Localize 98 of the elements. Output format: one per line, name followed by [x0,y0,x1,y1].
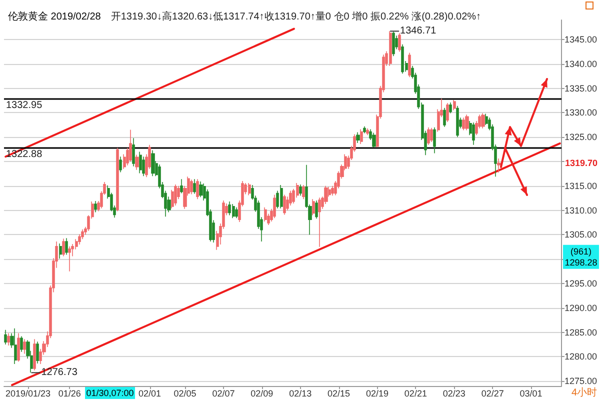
candlestick [318,197,321,248]
candlestick [398,32,401,52]
candlestick [372,132,376,148]
x-tick-label: 03/01 [520,388,542,398]
candlestick [449,102,452,114]
y-tick-label: 1290.00 [564,302,598,313]
annotation: 1346.71 [400,26,437,37]
candlestick [312,198,315,216]
candlestick [433,126,436,154]
candlestick [14,328,17,364]
x-tick-label: 02/01 [138,388,162,398]
candlestick [4,329,7,345]
y-tick-label: 1315.00 [564,180,598,191]
candlestick [190,179,193,195]
candlestick [142,156,145,177]
y-tick-label: 1325.00 [564,132,598,142]
candlestick [446,102,449,122]
y-tick-label: 1340.00 [564,58,598,69]
candlestick [59,243,62,260]
y-tick-label: 1330.00 [564,108,598,118]
candlestick [129,129,132,162]
candlestick [193,178,196,194]
candlestick [497,158,501,173]
candlestick [196,178,199,200]
candlestick [299,184,302,196]
text: 01/30,07:00 [86,388,134,398]
text: (961) 1298.28 [564,246,598,268]
candlestick [389,30,392,66]
candlestick [264,206,267,222]
candlestick [462,117,465,131]
candlestick [151,150,155,177]
candlestick [248,182,251,196]
candlestick [360,128,363,144]
candlestick [65,238,68,256]
x-tick-label: 02/27 [481,388,504,398]
x-tick-label: 02/19 [366,388,389,398]
annotation: 1276.73 [41,367,78,378]
x-tick-label: 02/07 [212,388,235,398]
y-tick-label: 1305.00 [564,230,598,240]
x-tick-label: 2019/01/23 [6,388,51,398]
candlestick [456,105,459,138]
candlestick [408,52,411,78]
candlestick [17,332,20,362]
candlestick [132,138,135,167]
candlestick [481,112,485,129]
candlestick [453,100,456,111]
x-tick-label: 02/15 [328,388,350,398]
candlestick [366,128,369,136]
candlestick [116,147,119,212]
chart-subtitle: 开1319.30↓高1320.63↓低1317.74↑收1319.70↑量0 仓0 增0 振0.22% 涨(0.28)0.02%↑ [110,10,482,22]
candlestick [430,127,433,142]
ref-line-label: 1332.95 [6,100,43,111]
candlestick [283,194,286,216]
text: 1319.70 [565,158,598,168]
candlestick [135,154,139,170]
candlestick [33,338,36,371]
candlestick [465,114,469,131]
candlestick [94,200,97,213]
y-tick-label: 1275.00 [564,376,598,386]
candlestick [62,238,65,257]
x-tick-label: 02/23 [442,388,466,398]
x-tick-label: 02/13 [289,388,312,398]
candlestick [443,107,446,128]
candlestick [68,246,71,272]
candlestick [7,332,10,346]
text: 4小时 [571,386,597,398]
candlestick [174,184,177,206]
x-tick-label: 01/26 [58,388,81,398]
y-tick-label: 1280.00 [564,352,598,362]
chart-title: 伦敦黄金 2019/02/28 [8,10,102,22]
y-tick-label: 1345.00 [564,34,598,45]
candlestick [315,200,318,220]
y-tick-label: 1335.00 [564,83,598,94]
candlestick [139,151,142,174]
y-tick-label: 1310.00 [564,205,598,216]
candlestick [180,178,183,194]
candlestick [472,122,475,146]
y-tick-label: 1285.00 [564,327,598,338]
x-tick-label: 02/05 [174,388,196,398]
candlestick [235,206,238,219]
x-tick-label: 02/21 [404,388,427,398]
candlestick [232,204,235,219]
x-tick-label: 02/09 [250,388,274,398]
candlestick [356,132,360,144]
candlestick [401,44,404,74]
candlestick [228,201,231,216]
candlestick [20,336,23,352]
y-tick-label: 1295.00 [564,278,598,289]
candlestick [36,341,39,364]
candlestick [23,338,26,354]
candlestick [199,181,203,198]
candlestick [119,156,122,173]
candlestick [302,184,305,200]
candlestick [363,126,366,134]
candlestick [273,194,276,219]
candlestick [427,126,430,146]
candlestick [280,184,283,209]
candlestick [392,31,395,57]
